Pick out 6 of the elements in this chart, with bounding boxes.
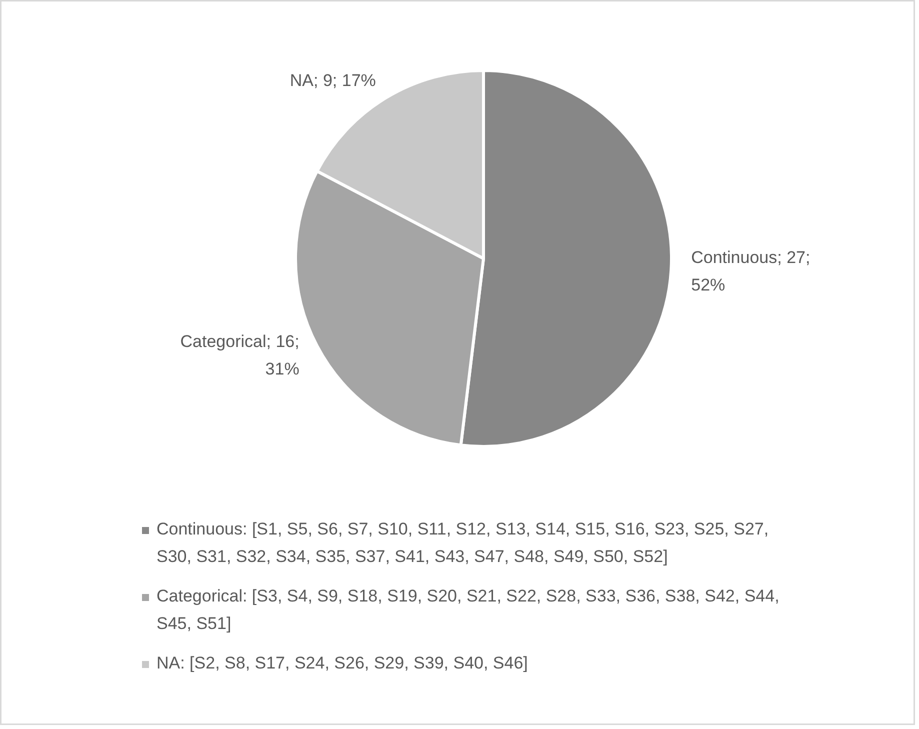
legend-label: NA: [S2, S8, S17, S24, S26, S29, S39, S40, S46] — [156, 654, 528, 672]
legend-label: Categorical: [S3, S4, S9, S18, S19, S20, S21, S22, S28, S33, S36, S38, S42, S44, S45, S51] — [156, 586, 780, 634]
data-label: NA; 9; 17% — [290, 70, 376, 90]
data-label: Categorical; 16; 31% — [180, 332, 300, 378]
legend-label: Continuous: [S1, S5, S6, S7, S10, S11, S12, S13, S14, S15, S16, S23, S25, S27, S30, S31, S32, S34, S35, S37, S41, S43, S47, S48, S49, S50, S52] — [156, 520, 769, 566]
data-label: Continuous; 27; 52% — [691, 248, 810, 294]
